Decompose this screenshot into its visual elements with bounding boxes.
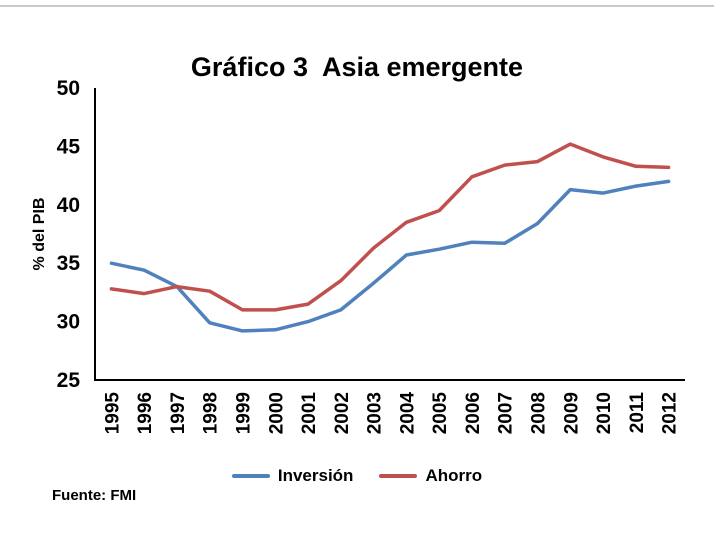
x-tick-label: 2006 — [463, 392, 484, 434]
chart-legend: Inversión Ahorro — [0, 466, 714, 486]
x-tick-label: 2002 — [332, 392, 353, 434]
x-tick-label: 2008 — [529, 392, 550, 434]
x-tick-label: 2009 — [561, 392, 582, 434]
legend-swatch — [231, 474, 270, 478]
x-tick-label: 1999 — [234, 392, 255, 434]
x-tick-label: 1998 — [201, 392, 222, 434]
x-tick-label: 2000 — [266, 392, 287, 434]
legend-item: Inversión — [231, 466, 354, 486]
y-tick-label: 50 — [57, 77, 80, 100]
x-tick-label: 2011 — [627, 392, 648, 434]
x-tick-label: 2003 — [365, 392, 386, 434]
y-axis-title: % del PIB — [31, 198, 48, 271]
legend-label: Ahorro — [425, 466, 483, 485]
x-tick-label: 1995 — [102, 392, 123, 435]
legend-item: Ahorro — [379, 466, 482, 486]
y-tick-label: 25 — [57, 369, 81, 392]
x-tick-label: 2004 — [397, 392, 418, 435]
x-tick-label: 2001 — [299, 392, 320, 435]
x-tick-label: 1996 — [135, 392, 156, 434]
y-tick-label: 35 — [57, 252, 81, 275]
chart-canvas: 25 30 35 40 45 50 % del PIB 1995 1996 1997 1998 199… — [31, 77, 685, 435]
y-tick-label: 30 — [57, 311, 80, 334]
y-tick-label: 45 — [57, 135, 81, 158]
x-tick-label: 2007 — [496, 392, 517, 434]
series-line — [109, 142, 671, 312]
x-tick-label: 2012 — [660, 392, 681, 434]
y-tick-label: 40 — [57, 194, 80, 217]
series-line — [109, 179, 671, 333]
x-tick-label: 2010 — [594, 392, 615, 434]
slide-top-border — [0, 5, 714, 7]
legend-swatch — [379, 474, 418, 478]
chart-title: Gráfico 3 Asia emergente — [190, 52, 524, 82]
legend-label: Inversión — [277, 466, 354, 485]
axis-lines — [94, 88, 685, 381]
source-note: Fuente: FMI — [52, 487, 137, 504]
x-tick-label: 1997 — [168, 392, 189, 434]
x-tick-label: 2005 — [430, 392, 451, 435]
